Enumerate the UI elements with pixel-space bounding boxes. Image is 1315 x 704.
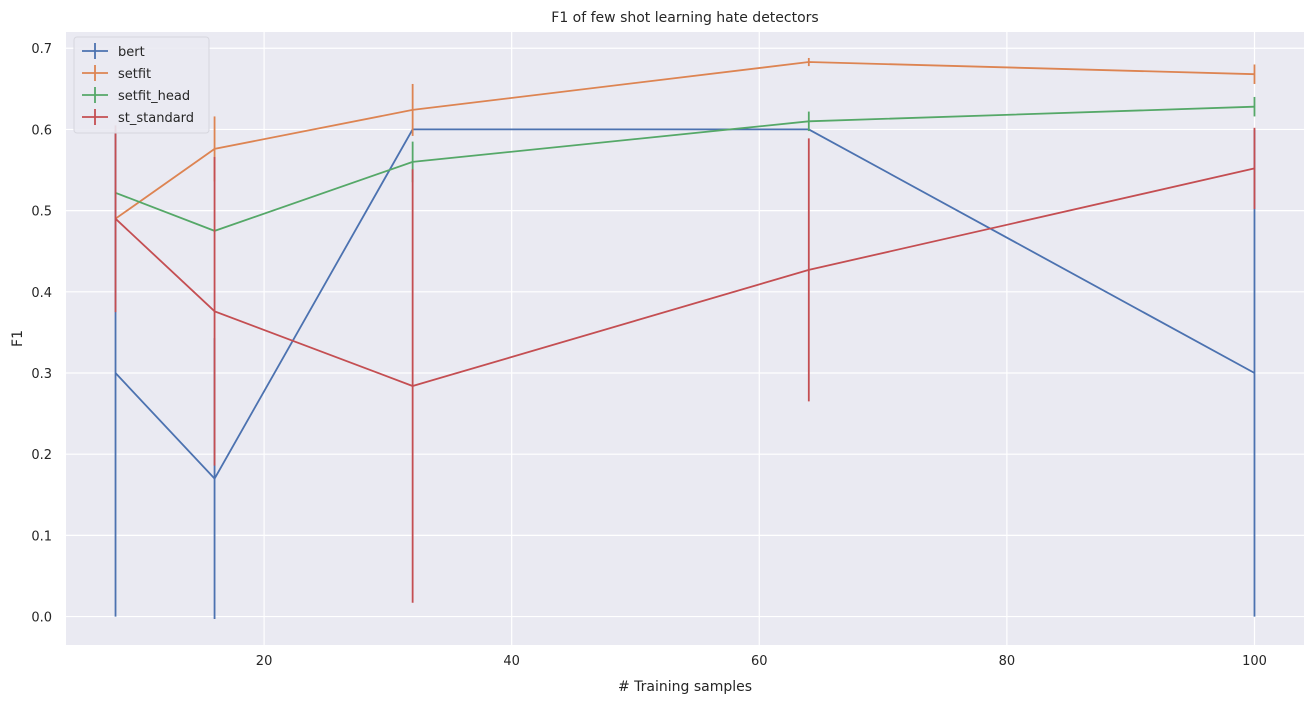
y-tick-label: 0.0 — [31, 611, 52, 626]
y-tick-label: 0.2 — [31, 448, 52, 463]
tick-labels: 20 40 60 80 100 0.0 0.1 0.2 0.3 0.4 0.5 0.6 0.7 — [31, 42, 1267, 669]
y-tick-label: 0.5 — [31, 205, 52, 220]
legend: bert setfit setfit_head st_standard — [73, 36, 210, 134]
y-tick-label: 0.3 — [31, 367, 52, 382]
x-axis-label: # Training samples — [618, 679, 752, 695]
legend-label: setfit_head — [118, 89, 190, 104]
y-tick-label: 0.1 — [31, 529, 52, 544]
chart-title: F1 of few shot learning hate detectors — [551, 10, 818, 26]
x-tick-label: 60 — [751, 654, 768, 669]
plot-area — [66, 32, 1304, 645]
y-tick-label: 0.4 — [31, 286, 52, 301]
series-layer — [114, 57, 1256, 620]
series-st_standard — [114, 125, 1256, 603]
x-tick-label: 100 — [1242, 654, 1267, 669]
legend-label: st_standard — [118, 111, 194, 126]
legend-item: setfit — [82, 65, 151, 82]
legend-item: st_standard — [82, 109, 194, 126]
legend-box — [73, 36, 210, 134]
x-tick-label: 80 — [999, 654, 1016, 669]
legend-item: bert — [82, 43, 145, 60]
legend-label: bert — [118, 45, 145, 60]
legend-item: setfit_head — [82, 87, 190, 104]
x-tick-label: 40 — [503, 654, 520, 669]
y-axis-label: F1 — [10, 330, 26, 347]
y-tick-label: 0.6 — [31, 123, 52, 138]
x-tick-label: 20 — [256, 654, 273, 669]
y-tick-label: 0.7 — [31, 42, 52, 57]
legend-label: setfit — [118, 67, 151, 82]
